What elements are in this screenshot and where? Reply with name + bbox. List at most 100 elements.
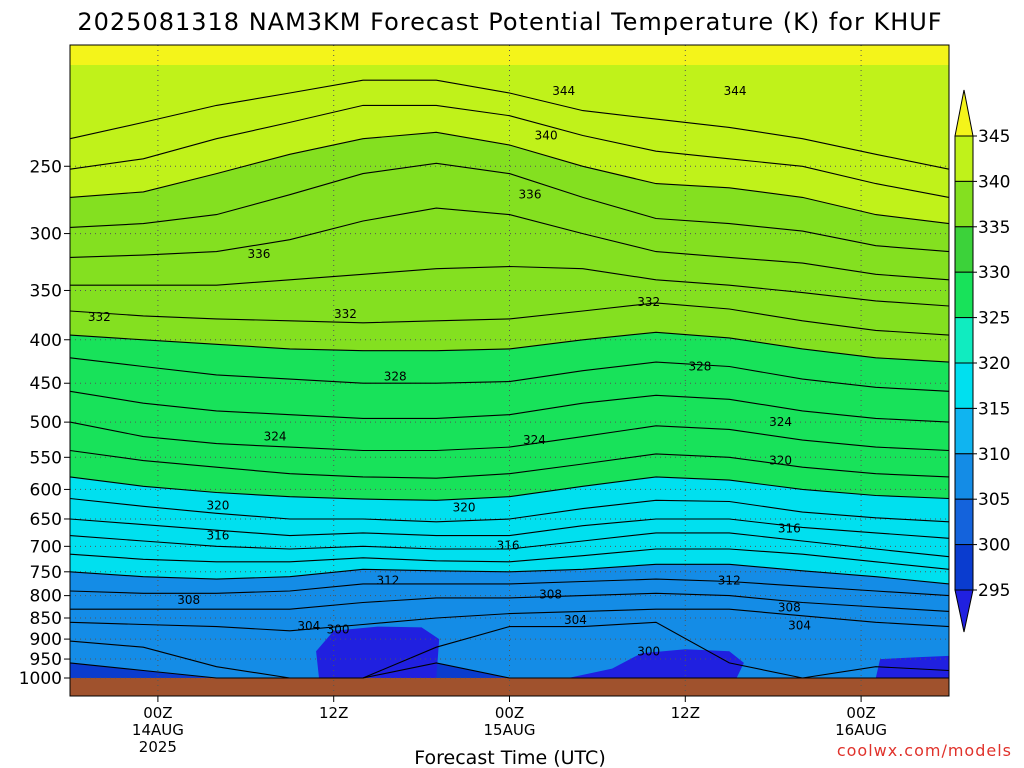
- contour-label-328: 328: [688, 359, 711, 373]
- colorbar-band-8: [954, 498, 974, 546]
- y-tick-label-650: 650: [30, 510, 62, 530]
- contour-label-308: 308: [177, 593, 200, 607]
- y-tick-label-850: 850: [30, 609, 62, 629]
- colorbar-bottom-arrow: [954, 589, 974, 633]
- contour-326: [69, 390, 950, 423]
- colorbar-band-5: [954, 362, 974, 409]
- contour-label-336: 336: [519, 188, 542, 202]
- contour-322: [69, 449, 950, 479]
- chart-title: 2025081318 NAM3KM Forecast Potential Tem…: [77, 8, 942, 36]
- x-tick-label-6-2: 2025: [139, 738, 177, 756]
- colorbar-band-2: [954, 226, 974, 273]
- contour-330: [69, 331, 950, 363]
- colorbar-band-3: [954, 271, 974, 319]
- y-tick-label-350: 350: [30, 281, 62, 301]
- contour-label-324: 324: [769, 415, 792, 429]
- colorbar-band-0: [954, 135, 974, 182]
- colorbar-label-330: 330: [978, 263, 1010, 283]
- colorbar: 345 340 335 330 325 320 315 310 305 300 295: [954, 89, 1010, 633]
- x-tick-label-6-1: 14AUG: [132, 721, 184, 739]
- x-tick-label-54-0: 00Z: [846, 704, 875, 722]
- contour-label-316: 316: [497, 538, 520, 552]
- grid-lines: [70, 45, 949, 696]
- x-tick-label-6-0: 00Z: [143, 704, 172, 722]
- contour-label-300: 300: [327, 623, 350, 637]
- ground-surface: [70, 677, 949, 696]
- contour-316: [69, 518, 950, 539]
- contour-label-304: 304: [788, 619, 811, 633]
- colorbar-label-310: 310: [978, 445, 1010, 465]
- colorbar-top-arrow: [954, 89, 974, 137]
- colorbar-label-340: 340: [978, 172, 1010, 192]
- colorbar-label-335: 335: [978, 218, 1010, 238]
- colorbar-label-305: 305: [978, 490, 1010, 510]
- y-tick-label-450: 450: [30, 374, 62, 394]
- contour-338: [69, 162, 950, 253]
- colorbar-band-7: [954, 453, 974, 500]
- colorbar-band-4: [954, 317, 974, 364]
- contour-label-312: 312: [718, 574, 741, 588]
- contour-label-320: 320: [453, 500, 476, 514]
- y-tick-label-500: 500: [30, 413, 62, 433]
- colorbar-label-315: 315: [978, 399, 1010, 419]
- contour-label-316: 316: [207, 529, 230, 543]
- y-tick-label-550: 550: [30, 448, 62, 468]
- colorbar-label-325: 325: [978, 309, 1010, 329]
- contour-label-340: 340: [535, 128, 558, 142]
- contour-label-332: 332: [334, 307, 357, 321]
- fill-cold-pocket-2: [568, 649, 744, 678]
- contour-label-312: 312: [376, 574, 399, 588]
- fill-cold-pocket-1: [316, 626, 440, 678]
- contour-label-324: 324: [523, 433, 546, 447]
- colorbar-label-345: 345: [978, 127, 1010, 147]
- contour-label-344: 344: [552, 84, 575, 98]
- colorbar-band-1: [954, 180, 974, 228]
- contour-label-308: 308: [778, 600, 801, 614]
- y-tick-label-950: 950: [30, 650, 62, 670]
- contour-308: [69, 578, 950, 597]
- contour-320: [69, 476, 950, 501]
- contour-332: [69, 302, 950, 336]
- contour-304: [69, 608, 950, 632]
- colorbar-label-320: 320: [978, 354, 1010, 374]
- x-tick-label-54-1: 16AUG: [835, 721, 887, 739]
- y-tick-label-300: 300: [30, 225, 62, 245]
- x-tick-label-42-0: 12Z: [671, 704, 700, 722]
- contour-342: [69, 104, 950, 198]
- contour-label-308: 308: [539, 588, 562, 602]
- x-tick-label-18-0: 12Z: [319, 704, 348, 722]
- y-tick-label-400: 400: [30, 331, 62, 351]
- contour-labels: 344 344 340 336 336 332 332 332 328 328 324 324 324 3…: [88, 84, 811, 658]
- y-tick-label-1000: 1000: [19, 669, 62, 689]
- contour-label-320: 320: [207, 499, 230, 513]
- y-tick-label-800: 800: [30, 587, 62, 607]
- contour-label-304: 304: [564, 613, 587, 627]
- contour-label-336: 336: [248, 247, 271, 261]
- contour-324: [69, 421, 950, 452]
- y-tick-label-600: 600: [30, 480, 62, 500]
- contour-314: [69, 532, 950, 558]
- colorbar-band-9: [954, 544, 974, 591]
- contour-label-332: 332: [637, 295, 660, 309]
- contour-label-304: 304: [297, 619, 320, 633]
- contour-310: [69, 563, 950, 585]
- pressure-axis: 2503003504004505005506006507007508008509…: [19, 157, 70, 689]
- contour-label-344: 344: [724, 84, 747, 98]
- fill-cold-pocket-3: [875, 655, 949, 678]
- contour-336: [69, 207, 950, 281]
- colorbar-band-6: [954, 407, 974, 455]
- theta-contour-lines: [69, 79, 950, 679]
- x-tick-label-30-0: 00Z: [495, 704, 524, 722]
- contour-302: [69, 621, 950, 679]
- contour-label-300: 300: [637, 645, 660, 659]
- contour-340: [69, 131, 950, 225]
- contour-328: [69, 357, 950, 392]
- contour-334: [70, 265, 950, 307]
- contour-label-332: 332: [88, 310, 111, 324]
- y-tick-label-900: 900: [30, 630, 62, 650]
- contour-label-320: 320: [769, 454, 792, 468]
- contour-label-324: 324: [264, 430, 287, 444]
- y-tick-label-750: 750: [30, 563, 62, 583]
